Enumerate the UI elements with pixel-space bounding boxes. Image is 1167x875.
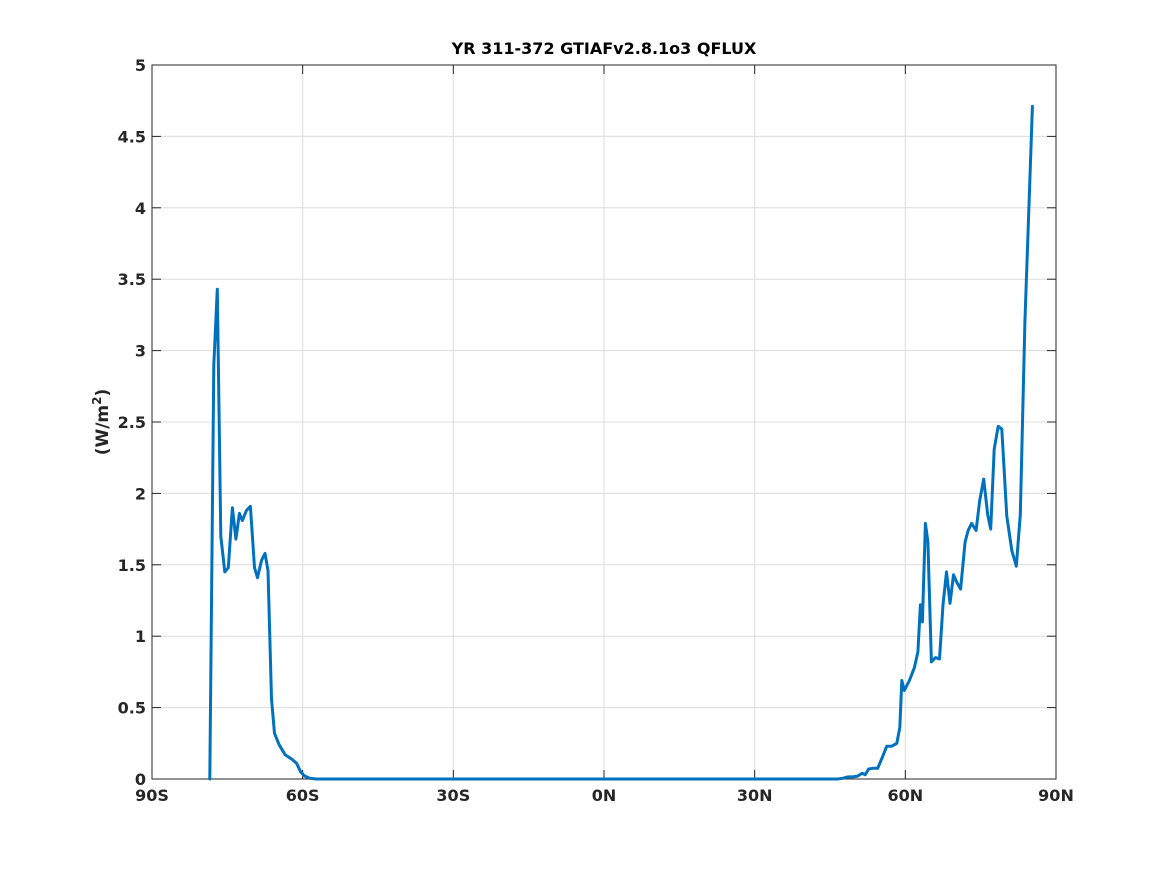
x-tick-label: 30S — [436, 786, 470, 805]
axis-ticks: 90S 60S 30S 0N 30N 60N 90N 0 0.5 1 1.5 2 2.5 3 3.5 4 4.5… — [118, 56, 1074, 805]
y-tick-label: 0 — [135, 770, 146, 789]
y-tick-label: 2 — [135, 484, 146, 503]
x-tick-label: 60N — [888, 786, 924, 805]
chart-title: YR 311-372 GTIAFv2.8.1o3 QFLUX — [451, 39, 757, 58]
y-tick-label: 1.5 — [118, 556, 146, 575]
y-tick-label: 3.5 — [118, 270, 146, 289]
series-line — [208, 104, 1034, 781]
y-tick-label: 2.5 — [118, 413, 146, 432]
series — [208, 104, 1034, 781]
y-axis-label-unit: (W/m — [93, 405, 113, 455]
y-tick-label: 3 — [135, 342, 146, 361]
y-tick-label: 0.5 — [118, 699, 146, 718]
y-tick-label: 1 — [135, 627, 146, 646]
x-tick-label: 90N — [1038, 786, 1074, 805]
y-tick-label: 4 — [135, 199, 146, 218]
x-tick-label: 30N — [737, 786, 773, 805]
y-axis-label-close: ) — [93, 389, 113, 397]
x-tick-label: 60S — [286, 786, 320, 805]
x-tick-label: 90S — [135, 786, 169, 805]
y-tick-label: 4.5 — [118, 127, 146, 146]
y-axis-label: (W/m2) — [90, 389, 113, 456]
x-tick-label: 0N — [592, 786, 617, 805]
y-tick-label: 5 — [135, 56, 146, 75]
y-axis-label-superscript: 2 — [90, 396, 104, 404]
